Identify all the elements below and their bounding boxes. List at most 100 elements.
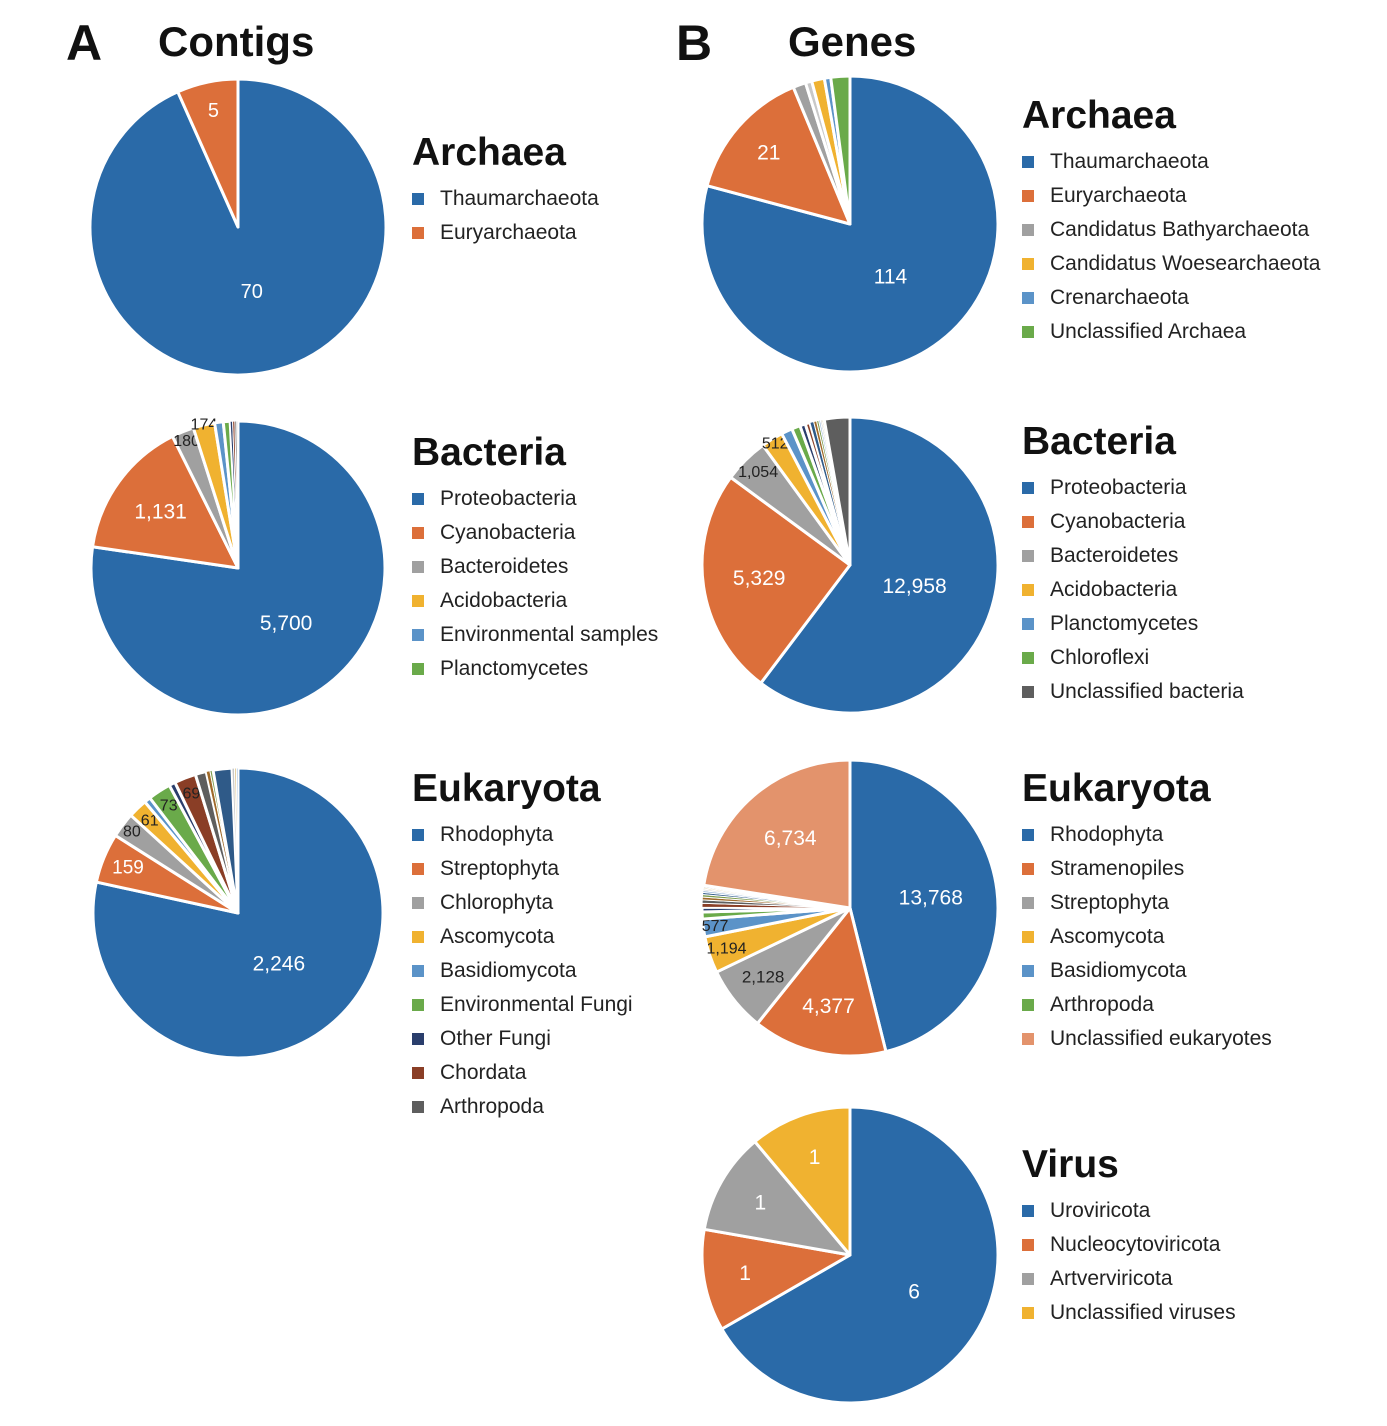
legend-label: Ascomycota — [1050, 925, 1165, 948]
pie-slice — [91, 434, 240, 570]
legend-item: Other Fungi — [412, 1022, 633, 1056]
panel-letter-b: B — [676, 15, 713, 71]
legend-b-virus: Virus Uroviricota Nucleocytoviricota Artver… — [1022, 1142, 1236, 1330]
chart-title: Archaea — [1022, 94, 1176, 137]
legend-swatch — [412, 227, 424, 239]
pie-slice — [236, 420, 239, 569]
legend-label: Rhodophyta — [1050, 823, 1164, 846]
legend-label: Thaumarchaeota — [440, 187, 599, 210]
legend-swatch — [1022, 224, 1034, 236]
slice-label: 1 — [809, 1146, 821, 1169]
legend-item: Chloroflexi — [1022, 641, 1244, 675]
pie-slice — [829, 74, 852, 226]
legend-item: Artverviricota — [1022, 1262, 1236, 1296]
chart-title: Virus — [1022, 1143, 1119, 1186]
legend-item: Uroviricota — [1022, 1194, 1236, 1228]
slice-label: 6 — [908, 1281, 920, 1304]
legend-swatch — [412, 897, 424, 909]
legend-item: Nucleocytoviricota — [1022, 1228, 1236, 1262]
legend-swatch — [412, 1067, 424, 1079]
legend-item: Candidatus Bathyarchaeota — [1022, 213, 1320, 247]
legend-item: Cyanobacteria — [412, 516, 658, 550]
legend-swatch — [1022, 516, 1034, 528]
legend-item: Rhodophyta — [1022, 818, 1272, 852]
legend-swatch — [412, 829, 424, 841]
legend-label: Unclassified eukaryotes — [1050, 1027, 1272, 1050]
slice-label: 6,734 — [764, 827, 817, 850]
pie-slice — [700, 74, 1000, 374]
legend-label: Rhodophyta — [440, 823, 554, 846]
slice-label: 577 — [702, 918, 729, 935]
legend-label: Candidatus Bathyarchaeota — [1050, 218, 1310, 241]
pie-slice — [848, 758, 1000, 1054]
chart-title: Bacteria — [412, 431, 566, 474]
legend-item: Unclassified viruses — [1022, 1296, 1236, 1330]
legend-label: Streptophyta — [440, 857, 560, 880]
legend-label: Unclassified viruses — [1050, 1301, 1236, 1324]
legend-label: Proteobacteria — [440, 487, 577, 510]
chart-title: Eukaryota — [412, 767, 601, 810]
legend-item: Environmental Fungi — [412, 988, 633, 1022]
legend-label: Nucleocytoviricota — [1050, 1233, 1221, 1256]
legend-swatch — [412, 931, 424, 943]
legend-swatch — [1022, 258, 1034, 270]
legend-item: Unclassified Archaea — [1022, 315, 1320, 349]
slice-label: 5,329 — [733, 567, 786, 590]
legend-label: Unclassified bacteria — [1050, 680, 1244, 703]
slice-label: 69 — [183, 786, 201, 803]
slice-label: 1,054 — [738, 464, 778, 481]
legend-label: Arthropoda — [440, 1095, 544, 1118]
pie-slice — [755, 906, 888, 1058]
slice-label: 73 — [160, 797, 178, 814]
slice-label: 159 — [112, 857, 144, 878]
slice-label: 70 — [241, 281, 263, 303]
legend-item: Basidiomycota — [1022, 954, 1272, 988]
panel-title-contigs: Contigs — [158, 18, 315, 65]
legend-label: Bacteroidetes — [1050, 544, 1179, 567]
legend-swatch — [1022, 686, 1034, 698]
legend-label: Cyanobacteria — [440, 521, 576, 544]
legend-label: Environmental Fungi — [440, 993, 633, 1016]
slice-label: 512 — [762, 436, 789, 453]
legend-item: Unclassified bacteria — [1022, 675, 1244, 709]
legend-swatch — [1022, 584, 1034, 596]
legend-item: Streptophyta — [412, 852, 633, 886]
legend-label: Stramenopiles — [1050, 857, 1185, 880]
legend-label: Streptophyta — [1050, 891, 1170, 914]
pie-slice — [720, 1105, 1000, 1405]
legend-swatch — [1022, 156, 1034, 168]
slice-label: 5,700 — [260, 612, 313, 635]
chart-title: Eukaryota — [1022, 767, 1211, 810]
legend-label: Proteobacteria — [1050, 476, 1187, 499]
legend-label: Basidiomycota — [1050, 959, 1187, 982]
slice-label: 1,131 — [134, 500, 187, 523]
slice-label: 114 — [874, 265, 908, 288]
pie-slice — [759, 415, 1000, 715]
legend-item: Proteobacteria — [412, 482, 658, 516]
legend-swatch — [1022, 1239, 1034, 1251]
legend-b-eukaryota: Eukaryota Rhodophyta Stramenopiles Streptop… — [1022, 766, 1272, 1056]
legend-swatch — [412, 663, 424, 675]
legend-item: Arthropoda — [412, 1090, 633, 1124]
legend-swatch — [1022, 931, 1034, 943]
slice-label: 4,377 — [802, 995, 855, 1018]
legend-a-bacteria: Bacteria Proteobacteria Cyanobacteria Bacte… — [412, 430, 658, 686]
legend-label: Ascomycota — [440, 925, 555, 948]
slice-label: 174 — [191, 417, 218, 434]
legend-item: Basidiomycota — [412, 954, 633, 988]
legend-label: Arthropoda — [1050, 993, 1154, 1016]
pie-slice — [700, 1227, 852, 1331]
legend-item: Thaumarchaeota — [1022, 145, 1320, 179]
legend-label: Planctomycetes — [1050, 612, 1199, 635]
legend-label: Euryarchaeota — [440, 221, 577, 244]
legend-item: Acidobacteria — [1022, 573, 1244, 607]
legend-swatch — [1022, 999, 1034, 1011]
legend-swatch — [412, 965, 424, 977]
slice-label: 80 — [123, 824, 141, 841]
legend-swatch — [1022, 190, 1034, 202]
slice-label: 13,768 — [899, 887, 963, 910]
legend-b-bacteria: Bacteria Proteobacteria Cyanobacteria Bacte… — [1022, 419, 1244, 709]
legend-item: Thaumarchaeota — [412, 182, 599, 216]
